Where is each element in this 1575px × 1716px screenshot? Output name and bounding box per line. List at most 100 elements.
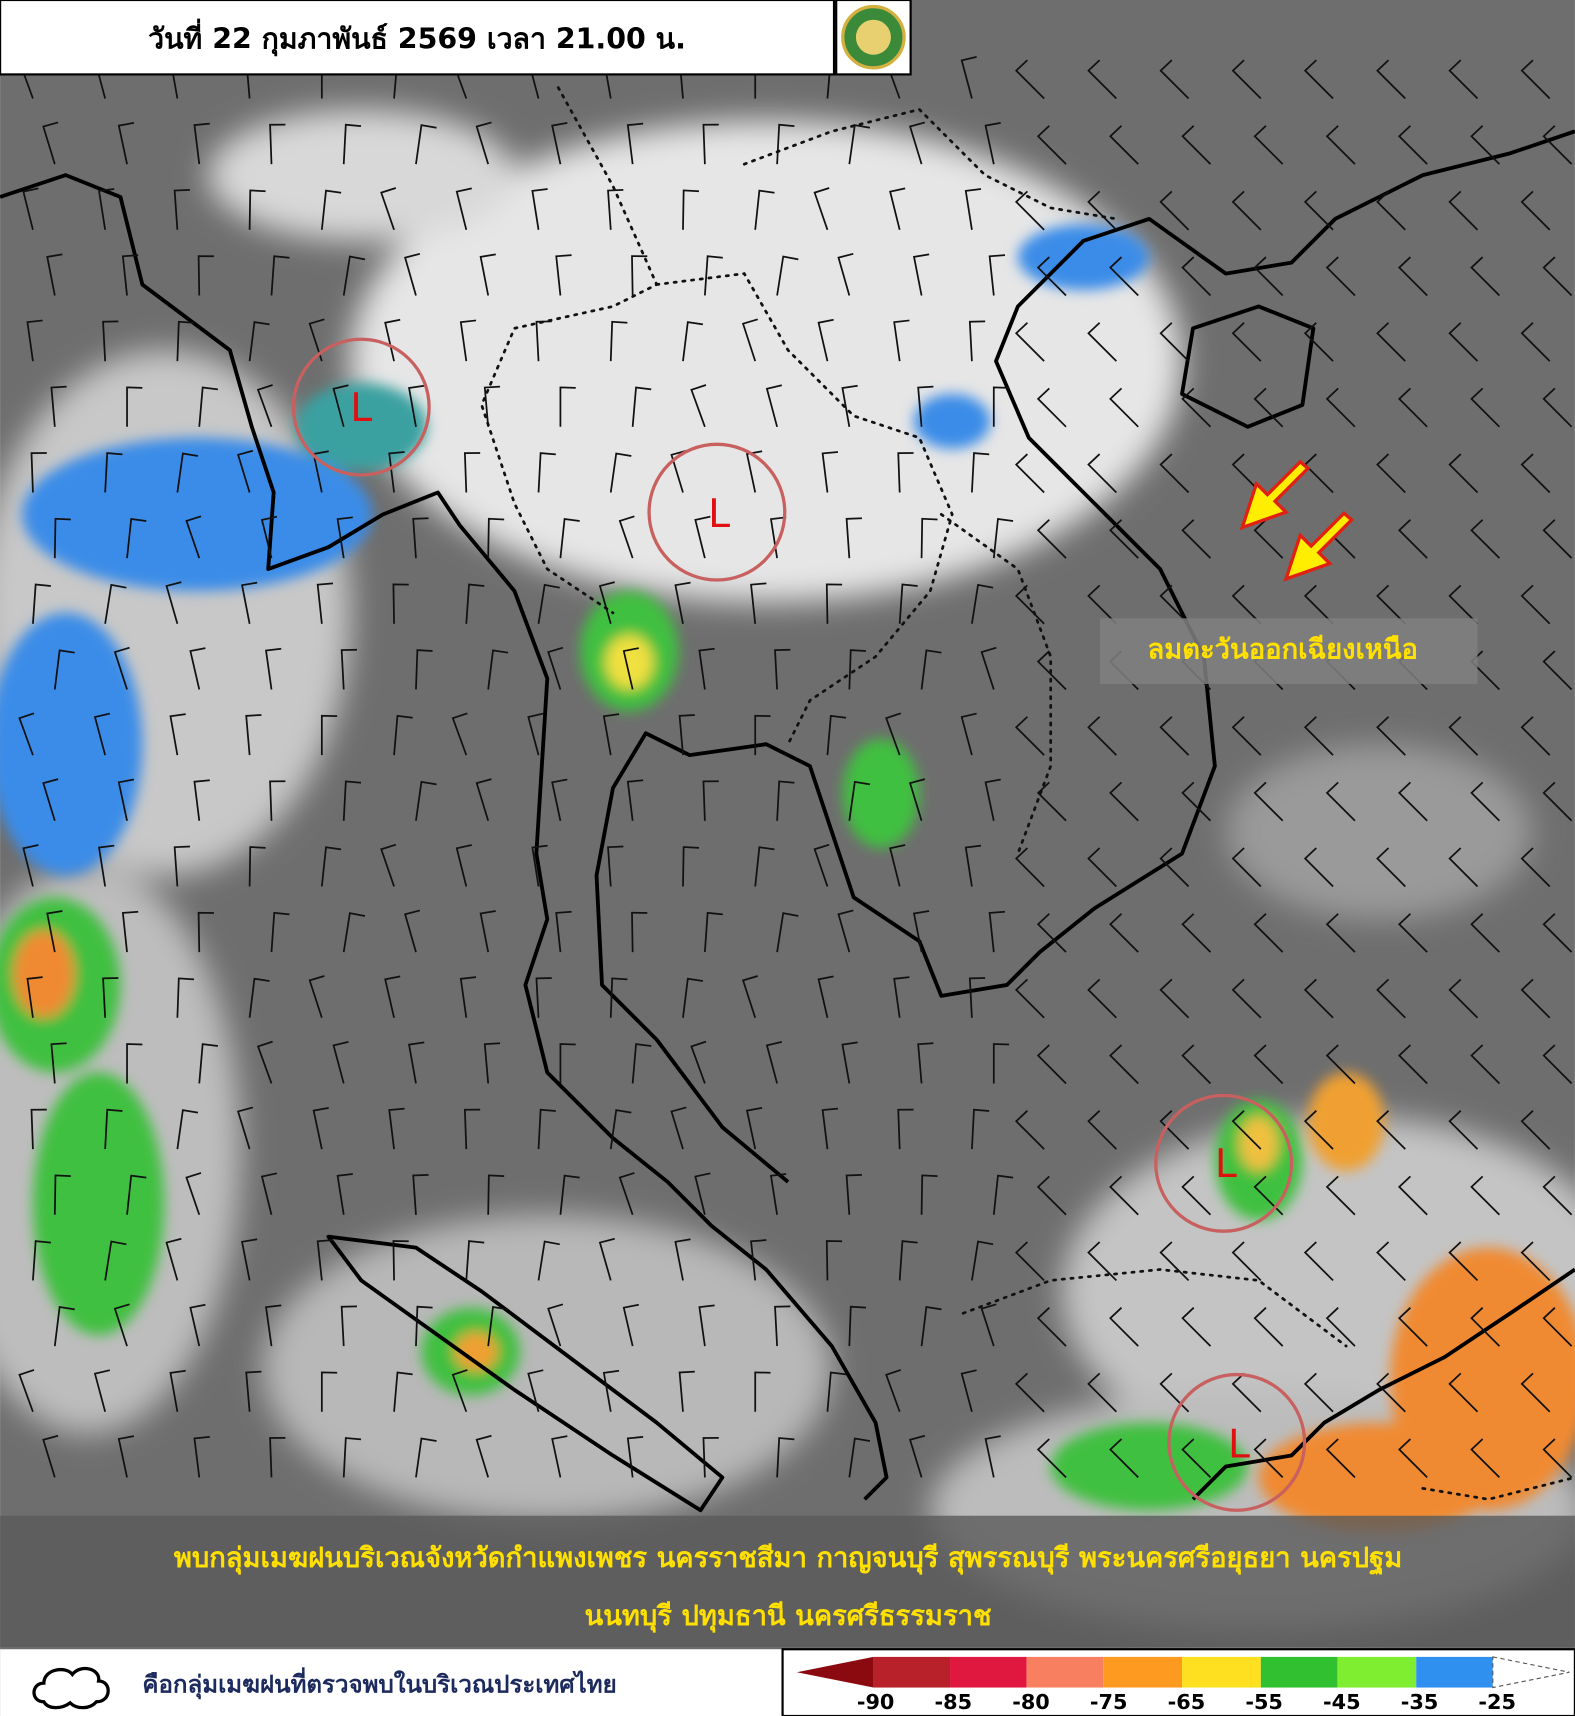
wind-barb [1303, 584, 1334, 625]
wind-barb [837, 909, 854, 953]
wind-barb [537, 1108, 556, 1150]
wind-barb [960, 1369, 977, 1412]
wind-barb [380, 843, 397, 887]
wind-barb [1376, 322, 1406, 362]
wind-barb [270, 255, 290, 296]
wind-barb [487, 1174, 505, 1215]
wind-barb [1398, 519, 1428, 559]
wind-barb [1520, 322, 1551, 362]
colorbar-segment [1492, 1656, 1570, 1689]
wind-barb [1109, 256, 1139, 297]
wind-barb [1109, 1175, 1139, 1216]
wind-barb [197, 911, 214, 953]
wind-barbs [18, 55, 1573, 1479]
wind-barb [1398, 913, 1428, 953]
wind-barb [1181, 1175, 1212, 1216]
wind-barb [475, 121, 492, 165]
wind-barb [320, 189, 342, 230]
wind-barb [678, 714, 695, 756]
wind-barb [555, 910, 572, 953]
header-box [0, 0, 836, 76]
wind-barb [992, 517, 1014, 559]
wind-barb [50, 1042, 67, 1084]
wind-barb [312, 1106, 329, 1150]
wind-barb [626, 779, 644, 821]
wind-barb [1448, 978, 1479, 1019]
wind-barb [754, 846, 775, 887]
wind-barb [320, 846, 342, 887]
wind-barb [598, 1237, 615, 1281]
wind-barb [248, 189, 266, 230]
wind-barb [750, 582, 767, 624]
wind-barb [984, 122, 1001, 165]
wind-barb [415, 1305, 433, 1347]
wind-barb [1036, 650, 1067, 691]
wind-barb [113, 1303, 130, 1347]
wind-barb [260, 515, 278, 559]
wind-barb [102, 977, 119, 1018]
wind-barb [769, 1173, 787, 1215]
wind-barb [765, 384, 783, 428]
wind-barb [22, 844, 39, 887]
wind-barb [690, 384, 707, 428]
wind-barb [1542, 256, 1573, 297]
wind-barb [1303, 190, 1334, 231]
wind-barb [320, 1371, 338, 1412]
wind-barb [1520, 59, 1551, 100]
wind-barb [104, 1108, 123, 1150]
wind-barb [1087, 584, 1117, 625]
wind-barb [1036, 256, 1067, 297]
wind-barb [1542, 387, 1573, 428]
wind-barb [1087, 1110, 1117, 1150]
wind-barb [1470, 256, 1501, 297]
wind-barb [1325, 1044, 1356, 1085]
wind-barb [745, 1106, 763, 1150]
wind-barb [392, 1240, 409, 1281]
wind-barb [1398, 1175, 1428, 1216]
wind-barb [269, 780, 286, 821]
wind-barb [1014, 322, 1045, 362]
wind-arrow [1283, 511, 1355, 582]
wind-barb [971, 1240, 994, 1281]
colorbar-tick-label: -80 [1012, 1690, 1050, 1714]
wind-barb [1303, 1241, 1334, 1282]
wind-barb [1036, 1175, 1067, 1216]
wind-barb [1398, 1438, 1428, 1479]
wind-barb [42, 121, 59, 165]
wind-barb [971, 583, 994, 624]
wind-barb [702, 123, 719, 165]
wind-barb [1470, 1175, 1501, 1216]
wind-barb [1231, 190, 1262, 231]
wind-barb [248, 846, 266, 887]
wind-barb [1181, 1438, 1212, 1479]
wind-barb [694, 1172, 711, 1215]
wind-barb [1376, 847, 1406, 888]
borders [480, 86, 1575, 1501]
wind-barb [920, 1306, 942, 1347]
wind-barb [42, 1434, 59, 1478]
wind-barb [682, 189, 700, 230]
wind-barb [189, 647, 206, 690]
wind-barb [1520, 453, 1551, 494]
wind-barb [1253, 1438, 1284, 1479]
wind-barb [1159, 584, 1190, 625]
wind-barb [618, 1172, 635, 1216]
wind-barb [1036, 913, 1067, 953]
wind-barb [813, 187, 830, 231]
wind-barb [1398, 781, 1428, 822]
wind-barb [1470, 519, 1501, 559]
wind-barb [1036, 781, 1067, 822]
wind-barb [960, 56, 977, 99]
wind-barb [848, 1437, 871, 1478]
wind-barb [1109, 519, 1139, 559]
wind-arrow [1239, 459, 1311, 531]
colorbar-tick-label: -75 [1090, 1690, 1128, 1714]
wind-barb [1036, 125, 1067, 165]
wind-barb [618, 515, 635, 559]
wind-barb [908, 778, 926, 822]
wind-barb [1448, 1372, 1479, 1413]
wind-barb [415, 780, 437, 821]
wind-barb [908, 121, 926, 165]
wind-barb [531, 188, 548, 230]
wind-barb [920, 517, 938, 559]
